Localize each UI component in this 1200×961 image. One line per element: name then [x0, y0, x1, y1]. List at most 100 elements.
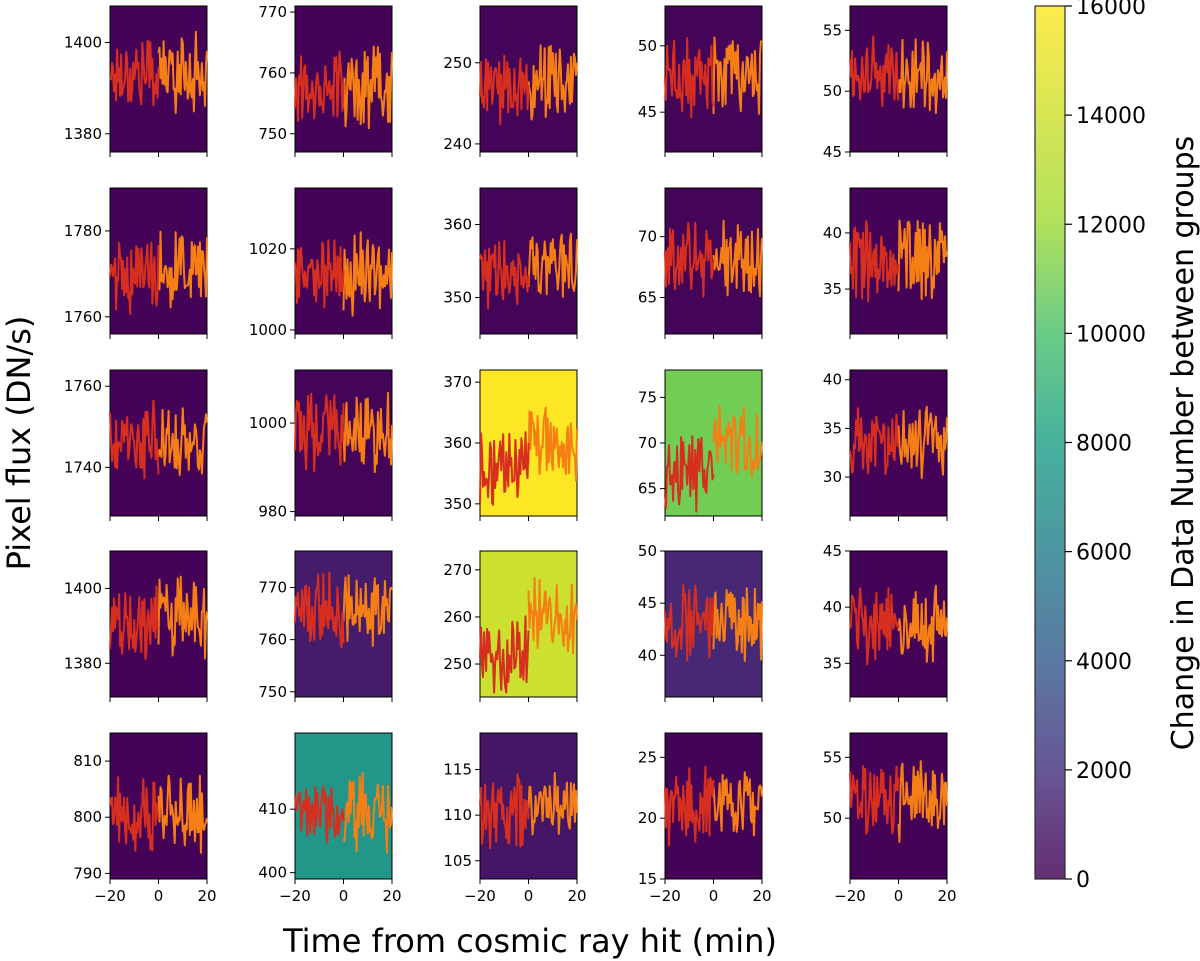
y-tick-label: 45 [823, 542, 842, 560]
panel-r4-c4: 50 55 −20 0 20 [823, 732, 957, 905]
series-before-hit [109, 585, 160, 660]
series-before-hit [479, 773, 530, 850]
panel-r2-c2: 350 360 370 [443, 369, 578, 521]
y-tick-label: 40 [823, 598, 842, 616]
series-after-hit [157, 230, 208, 309]
y-tick-label: 800 [73, 808, 102, 826]
y-tick-label: 50 [823, 82, 842, 100]
panel-r4-c3: 15 20 25 −20 0 20 [638, 732, 772, 905]
x-tick-label: −20 [464, 887, 496, 905]
x-tick-label: 20 [937, 887, 956, 905]
y-tick-label: 70 [638, 434, 657, 452]
y-tick-label: 250 [443, 655, 472, 673]
y-tick-label: 240 [443, 135, 472, 153]
panel-r4-c0: 790 800 810 −20 0 20 [73, 732, 217, 905]
series-after-hit [712, 36, 763, 115]
series-after-hit [897, 38, 948, 114]
series-before-hit [849, 765, 900, 835]
panel-r3-c0: 1380 1400 [64, 550, 208, 702]
y-tick-label: 410 [258, 800, 287, 818]
colorbar-tick-label: 16000 [1076, 0, 1146, 20]
series-before-hit [479, 615, 530, 694]
y-tick-label: 35 [823, 280, 842, 298]
y-tick-label: 105 [443, 852, 472, 870]
series-after-hit [342, 231, 393, 317]
series-before-hit [294, 50, 345, 122]
series-before-hit [479, 431, 530, 506]
colorbar-title: Change in Data Number between groups [1166, 136, 1200, 751]
y-tick-label: 110 [443, 806, 472, 824]
panel-r0-c0: 1380 1400 [64, 5, 208, 157]
y-tick-label: 20 [638, 809, 657, 827]
series-after-hit [897, 760, 948, 843]
series-before-hit [109, 776, 160, 852]
panel-r0-c4: 45 50 55 [823, 5, 948, 161]
panel-grid: 1380140075076077024025045504550551760178… [64, 3, 957, 905]
colorbar-tick-label: 6000 [1076, 541, 1132, 566]
y-tick-label: 50 [638, 542, 657, 560]
y-tick-label: 50 [638, 37, 657, 55]
y-tick-label: 15 [638, 870, 657, 888]
series-after-hit [897, 405, 948, 479]
y-tick-label: 360 [443, 434, 472, 452]
y-tick-label: 980 [258, 503, 287, 521]
y-tick-label: 750 [258, 683, 287, 701]
series-after-hit [527, 576, 578, 654]
panel-r3-c3: 40 45 50 [638, 542, 763, 702]
panel-r0-c3: 45 50 [638, 5, 763, 157]
series-after-hit [157, 575, 208, 660]
series-before-hit [849, 35, 900, 108]
y-tick-label: 760 [258, 631, 287, 649]
y-tick-label: 250 [443, 54, 472, 72]
series-before-hit [664, 765, 715, 847]
y-tick-label: 1000 [249, 321, 287, 339]
series-after-hit [527, 772, 578, 836]
panel-r3-c2: 250 260 270 [443, 550, 578, 702]
colorbar: 0 2000 4000 6000 8000 10000 12000 14000 16000 Ch… [1034, 0, 1200, 893]
series-before-hit [849, 220, 900, 303]
panel-r4-c2: 105 110 115 −20 0 20 [443, 732, 587, 905]
x-tick-label: −20 [279, 887, 311, 905]
series-before-hit [479, 240, 530, 310]
y-tick-label: 35 [823, 419, 842, 437]
x-tick-label: 20 [382, 887, 401, 905]
y-tick-label: 115 [443, 761, 472, 779]
y-tick-label: 55 [823, 748, 842, 766]
panel-r0-c2: 240 250 [443, 5, 578, 157]
y-tick-label: 1020 [249, 240, 287, 258]
y-tick-label: 45 [823, 143, 842, 161]
x-tick-label: 0 [894, 887, 904, 905]
y-tick-label: 370 [443, 373, 472, 391]
panel-r1-c2: 350 360 [443, 187, 578, 339]
series-after-hit [342, 45, 393, 130]
y-tick-label: 760 [258, 64, 287, 82]
y-tick-label: 75 [638, 388, 657, 406]
y-tick-label: 1760 [64, 377, 102, 395]
colorbar-tick-label: 10000 [1076, 322, 1146, 347]
series-before-hit [294, 785, 345, 844]
series-before-hit [479, 54, 530, 126]
y-tick-label: 70 [638, 228, 657, 246]
panel-r1-c1: 1000 1020 [249, 187, 393, 339]
panel-r3-c1: 750 760 770 [258, 550, 393, 702]
panel-r1-c4: 35 40 [823, 187, 948, 339]
series-after-hit [527, 44, 578, 121]
y-tick-label: 790 [73, 864, 102, 882]
x-tick-label: 20 [197, 887, 216, 905]
x-tick-label: 0 [339, 887, 349, 905]
series-after-hit [527, 406, 578, 482]
colorbar-tick-label: 14000 [1076, 104, 1146, 129]
y-tick-label: 1380 [64, 125, 102, 143]
x-tick-label: 0 [524, 887, 534, 905]
y-tick-label: 40 [638, 646, 657, 664]
y-tick-label: 260 [443, 608, 472, 626]
y-tick-label: 1780 [64, 222, 102, 240]
series-after-hit [342, 574, 393, 647]
y-tick-label: 1400 [64, 579, 102, 597]
panel-r3-c4: 35 40 45 [823, 542, 948, 702]
x-tick-label: 0 [154, 887, 164, 905]
colorbar-ticks: 0 2000 4000 6000 8000 10000 12000 14000 16000 [1065, 0, 1146, 893]
panel-r4-c1: 400 410 −20 0 20 [258, 732, 402, 905]
colorbar-tick-label: 0 [1076, 868, 1090, 893]
